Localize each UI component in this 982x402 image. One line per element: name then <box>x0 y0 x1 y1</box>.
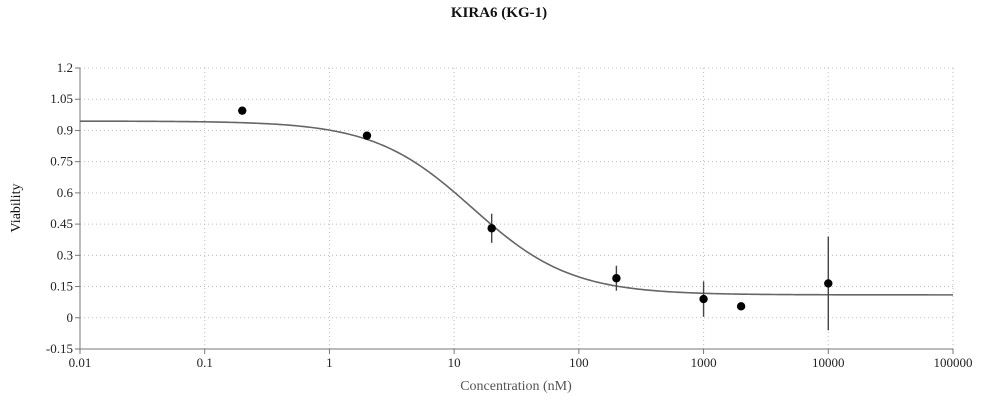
data-point-layer <box>238 106 833 331</box>
data-point <box>824 279 833 288</box>
x-tick-label: 10000 <box>812 355 845 370</box>
axis-layer: 1.2 1.05 0.9 0.75 0.6 0.45 0.3 0.15 0 -0.150.01 0.… <box>46 60 973 370</box>
data-point <box>612 274 621 283</box>
x-tick-label: 1000 <box>691 355 717 370</box>
x-tick-label: 100 <box>569 355 589 370</box>
fit-curve <box>80 120 953 296</box>
data-point <box>487 224 496 233</box>
y-tick-label: 1.05 <box>50 91 73 106</box>
y-tick-label: 0.3 <box>57 247 73 262</box>
y-tick-label: 1.2 <box>57 60 73 75</box>
data-point <box>736 302 746 311</box>
x-axis-label: Concentration (nM) <box>460 379 572 394</box>
y-tick-label: 0.75 <box>50 154 73 169</box>
y-tick-label: 0.9 <box>57 122 73 137</box>
chart-title: KIRA6 (KG-1) <box>451 5 547 21</box>
y-tick-label: -0.15 <box>46 341 73 356</box>
y-tick-label: 0.15 <box>50 279 73 294</box>
data-point <box>238 106 247 115</box>
y-tick-label: 0.6 <box>57 185 74 200</box>
x-tick-label: 100000 <box>934 355 973 370</box>
data-point <box>362 131 372 140</box>
x-tick-label: 0.01 <box>69 355 92 370</box>
y-axis-label: Viability <box>9 184 24 233</box>
y-tick-label: 0 <box>67 310 74 325</box>
fit-curve-layer <box>80 120 953 296</box>
y-tick-label: 0.45 <box>50 216 73 231</box>
x-tick-label: 1 <box>326 355 333 370</box>
x-tick-label: 0.1 <box>197 355 213 370</box>
x-tick-label: 10 <box>448 355 461 370</box>
grid-layer <box>80 67 954 349</box>
data-point <box>699 294 708 304</box>
